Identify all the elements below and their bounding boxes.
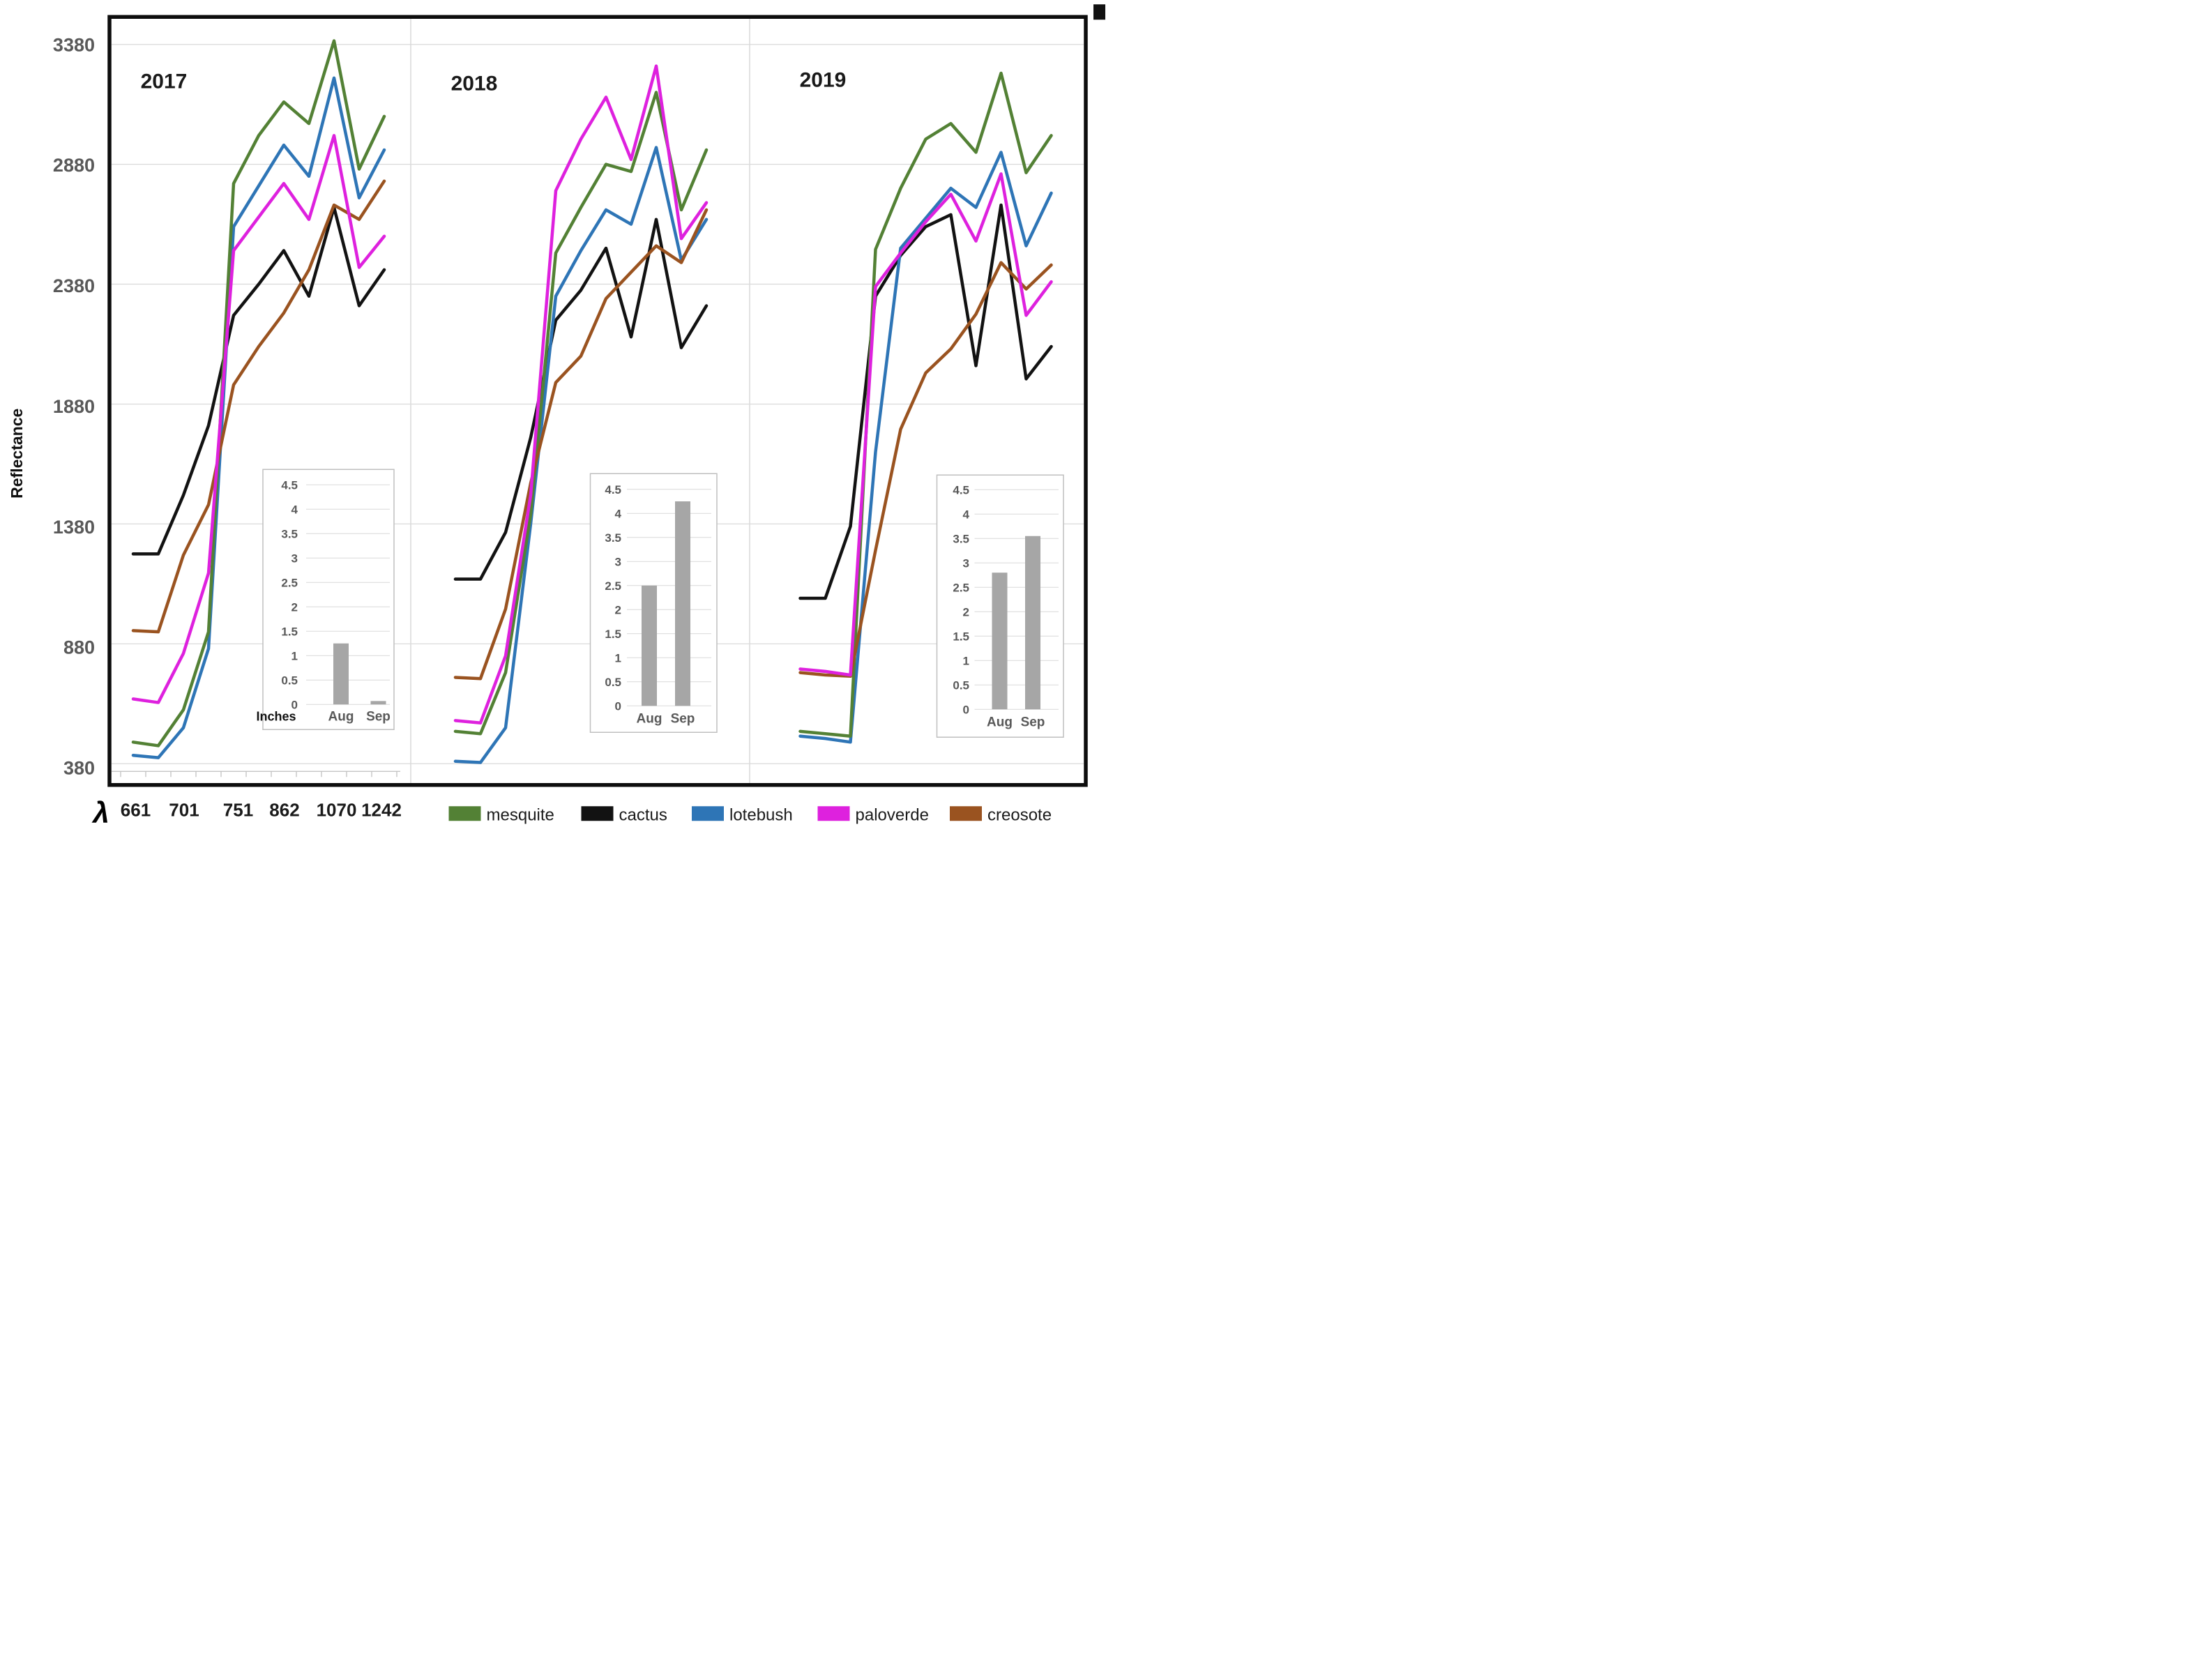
inset-y-tick-label: 0 bbox=[291, 698, 298, 711]
x-tick-label: 1242 bbox=[361, 799, 402, 820]
inset-y-tick-label: 4 bbox=[963, 508, 970, 521]
inset-y-tick-label: 1 bbox=[291, 649, 298, 662]
line-lotebush-2019 bbox=[798, 151, 1053, 744]
inset-y-tick-label: 0.5 bbox=[281, 674, 298, 687]
legend-swatch-lotebush bbox=[692, 806, 724, 821]
inset-y-tick-label: 2 bbox=[615, 603, 621, 616]
legend-swatch-paloverde bbox=[817, 806, 850, 821]
y-tick-label: 880 bbox=[63, 637, 95, 658]
inset-y-tick-label: 1.5 bbox=[953, 630, 969, 643]
legend-label-paloverde: paloverde bbox=[856, 805, 929, 824]
y-axis-title: Reflectance bbox=[8, 409, 26, 499]
line-mesquite-2019 bbox=[798, 71, 1053, 738]
line-paloverde-2019 bbox=[798, 172, 1053, 677]
inset-category-label: Sep bbox=[1021, 715, 1045, 729]
x-tick-label: 862 bbox=[269, 799, 299, 820]
inset-charts-layer: 4.5 4 3.5 3 2.5 2 1.5 1 0.5 0 Aug Sep Inches 4.5 4 3.5 3… bbox=[256, 469, 1064, 738]
legend-label-creosote: creosote bbox=[987, 805, 1052, 824]
inset-category-label: Aug bbox=[328, 709, 354, 724]
x-tick-label: 701 bbox=[169, 799, 199, 820]
inset-y-tick-label: 3 bbox=[615, 555, 621, 568]
plot-border bbox=[107, 15, 1088, 787]
line-lotebush-2018 bbox=[453, 146, 709, 764]
y-tick-label: 380 bbox=[63, 757, 95, 778]
inset-bar-Aug bbox=[642, 585, 657, 706]
inset-y-tick-label: 3 bbox=[963, 556, 969, 570]
line-cactus-2017 bbox=[131, 206, 386, 556]
inset-y-tick-label: 0.5 bbox=[953, 678, 969, 692]
inset-y-tick-label: 3 bbox=[291, 552, 298, 565]
inset-rain-chart-2018: 4.5 4 3.5 3 2.5 2 1.5 1 0.5 0 Aug Sep bbox=[589, 473, 718, 733]
inset-y-tick-label: 1.5 bbox=[605, 628, 621, 641]
inset-bar-Sep bbox=[675, 501, 690, 706]
inset-y-tick-label: 2 bbox=[963, 605, 969, 618]
legend: mesquite cactus lotebush paloverde creos… bbox=[448, 805, 1052, 824]
inset-y-tick-label: 1 bbox=[963, 654, 969, 667]
y-tick-label: 2380 bbox=[53, 275, 95, 296]
inset-rain-chart-2017: 4.5 4 3.5 3 2.5 2 1.5 1 0.5 0 Aug Sep Inches bbox=[256, 469, 395, 730]
inset-y-tick-label: 3.5 bbox=[953, 532, 969, 545]
series-lines-layer bbox=[131, 39, 1053, 764]
inset-category-label: Sep bbox=[671, 711, 695, 726]
inset-y-tick-label: 3.5 bbox=[281, 527, 298, 540]
year-label-2017: 2017 bbox=[141, 70, 188, 93]
legend-label-cactus: cactus bbox=[619, 805, 667, 824]
inset-y-tick-label: 4.5 bbox=[281, 478, 298, 492]
legend-swatch-mesquite bbox=[448, 806, 481, 821]
inset-y-tick-label: 1.5 bbox=[281, 625, 298, 638]
inset-y-tick-label: 2 bbox=[291, 600, 298, 614]
line-cactus-2018 bbox=[453, 218, 709, 581]
inset-rain-chart-2019: 4.5 4 3.5 3 2.5 2 1.5 1 0.5 0 Aug Sep bbox=[936, 474, 1064, 738]
inset-y-tick-label: 4.5 bbox=[953, 483, 969, 496]
legend-swatch-creosote bbox=[950, 806, 982, 821]
inset-y-tick-label: 2.5 bbox=[605, 579, 621, 593]
inset-bar-Aug bbox=[992, 572, 1008, 710]
inset-category-label: Sep bbox=[366, 709, 391, 724]
line-creosote-2017 bbox=[131, 179, 386, 634]
legend-label-lotebush: lotebush bbox=[729, 805, 793, 824]
inset-bar-Sep bbox=[370, 701, 386, 705]
year-label-2019: 2019 bbox=[800, 68, 847, 91]
x-tick-label: 1070 bbox=[317, 799, 357, 820]
x-tick-label: 751 bbox=[223, 799, 253, 820]
legend-label-mesquite: mesquite bbox=[487, 805, 554, 824]
inset-category-label: Aug bbox=[987, 715, 1013, 729]
line-creosote-2019 bbox=[798, 261, 1053, 678]
inset-y-tick-label: 1 bbox=[615, 651, 621, 665]
line-cactus-2019 bbox=[798, 203, 1053, 600]
y-tick-label: 3380 bbox=[53, 34, 95, 55]
line-creosote-2018 bbox=[453, 208, 709, 681]
inset-bar-Aug bbox=[333, 643, 349, 705]
inset-y-tick-label: 0.5 bbox=[605, 676, 621, 689]
y-tick-label: 2880 bbox=[53, 155, 95, 176]
line-paloverde-2017 bbox=[131, 134, 386, 704]
inset-y-tick-label: 2.5 bbox=[953, 581, 969, 594]
reflectance-chart: 4.5 4 3.5 3 2.5 2 1.5 1 0.5 0 Aug Sep Inches 4.5 4 3.5 3… bbox=[8, 4, 1105, 828]
inset-unit-label: Inches bbox=[256, 709, 296, 723]
line-lotebush-2017 bbox=[131, 76, 386, 759]
inset-y-tick-label: 4 bbox=[615, 507, 622, 520]
y-tick-label: 1380 bbox=[53, 517, 95, 538]
lambda-symbol: λ bbox=[91, 796, 109, 828]
inset-y-tick-label: 3.5 bbox=[605, 531, 621, 545]
inset-y-tick-label: 2.5 bbox=[281, 576, 298, 589]
inset-y-tick-label: 4.5 bbox=[605, 483, 621, 496]
x-tick-label: 661 bbox=[121, 799, 151, 820]
line-mesquite-2017 bbox=[131, 39, 386, 747]
line-paloverde-2018 bbox=[453, 64, 709, 725]
inset-y-tick-label: 4 bbox=[291, 503, 298, 516]
inset-y-tick-label: 0 bbox=[615, 699, 621, 713]
inset-category-label: Aug bbox=[637, 711, 662, 726]
legend-swatch-cactus bbox=[581, 806, 614, 821]
inset-border bbox=[262, 469, 395, 730]
inset-bar-Sep bbox=[1025, 536, 1040, 710]
y-tick-label: 1880 bbox=[53, 396, 95, 417]
year-label-2018: 2018 bbox=[451, 72, 498, 95]
corner-artifact bbox=[1093, 4, 1105, 20]
inset-y-tick-label: 0 bbox=[963, 703, 969, 716]
figure: 4.5 4 3.5 3 2.5 2 1.5 1 0.5 0 Aug Sep Inches 4.5 4 3.5 3… bbox=[0, 0, 1106, 835]
